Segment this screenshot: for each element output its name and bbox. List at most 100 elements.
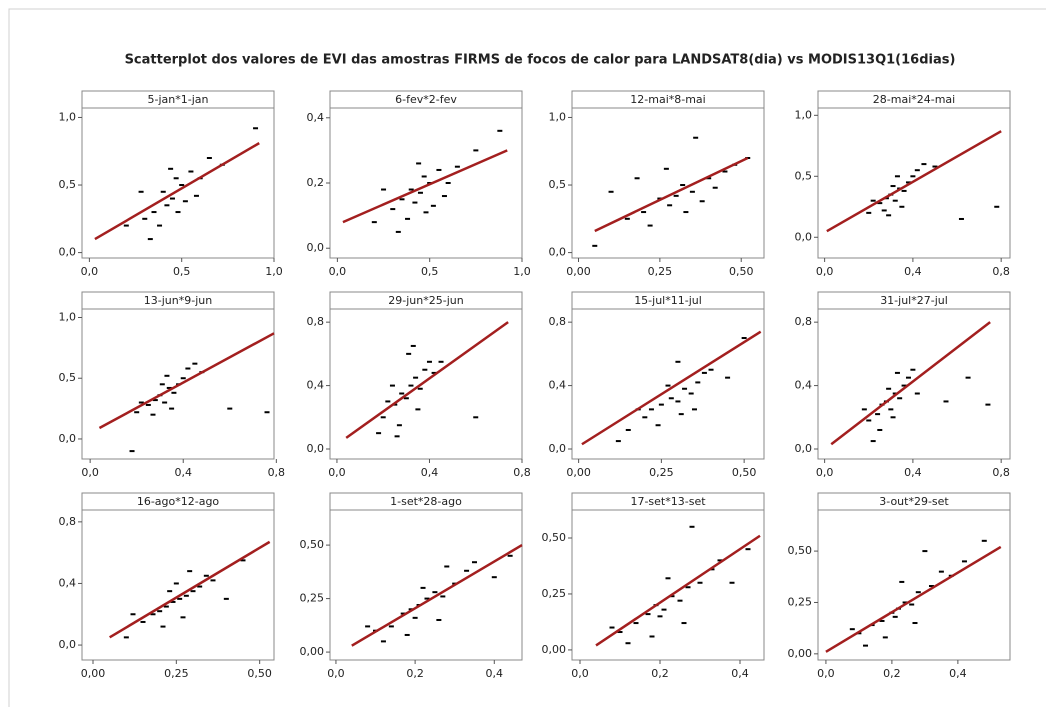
plot-area bbox=[571, 509, 765, 661]
point bbox=[507, 554, 513, 557]
y-tick-label: 0,2 bbox=[307, 176, 325, 189]
y-tick-label: 0,25 bbox=[300, 592, 325, 605]
x-tick-label: 0,2 bbox=[651, 667, 669, 680]
point bbox=[426, 360, 432, 363]
point bbox=[866, 211, 872, 214]
panel-title: 16-ago*12-ago bbox=[137, 495, 220, 508]
plot-area bbox=[817, 308, 1011, 460]
point bbox=[617, 631, 623, 634]
point bbox=[210, 579, 216, 582]
point bbox=[164, 204, 170, 207]
x-tick-label: 0,4 bbox=[174, 466, 192, 479]
point bbox=[658, 403, 664, 406]
point bbox=[166, 386, 172, 389]
y-tick-label: 0,5 bbox=[59, 178, 77, 191]
x-tick-label: 0,25 bbox=[164, 667, 189, 680]
point bbox=[932, 165, 938, 168]
point bbox=[206, 157, 212, 159]
point bbox=[879, 619, 885, 622]
x-tick-label: 0,0 bbox=[571, 667, 589, 680]
point bbox=[897, 397, 903, 400]
y-tick-label: 1,0 bbox=[549, 110, 567, 123]
x-tick-label: 0,25 bbox=[649, 466, 674, 479]
panel-title: 3-out*29-set bbox=[879, 495, 949, 508]
point bbox=[729, 581, 735, 584]
point bbox=[197, 585, 203, 588]
point bbox=[130, 613, 136, 616]
point bbox=[138, 401, 144, 404]
point bbox=[668, 397, 674, 400]
point bbox=[416, 162, 422, 165]
point bbox=[183, 594, 189, 597]
point bbox=[163, 605, 169, 608]
y-tick-label: 0,50 bbox=[788, 544, 813, 557]
x-tick-label: 0,0 bbox=[817, 667, 835, 680]
point bbox=[685, 586, 691, 589]
point bbox=[921, 163, 927, 166]
y-tick-label: 0,5 bbox=[549, 178, 567, 191]
point bbox=[193, 194, 199, 197]
point bbox=[441, 195, 447, 198]
point bbox=[890, 416, 896, 419]
point bbox=[140, 620, 146, 623]
point bbox=[440, 595, 446, 598]
plot-area bbox=[81, 107, 275, 259]
point bbox=[395, 230, 401, 233]
panel-title: 28-mai*24-mai bbox=[873, 93, 955, 106]
y-tick-label: 1,0 bbox=[59, 110, 77, 123]
point bbox=[673, 194, 679, 197]
point bbox=[701, 371, 707, 374]
y-tick-label: 0,0 bbox=[795, 230, 813, 243]
fit-line bbox=[342, 149, 508, 224]
point bbox=[708, 368, 714, 371]
point bbox=[399, 198, 405, 201]
point bbox=[915, 591, 921, 594]
point bbox=[689, 525, 695, 528]
point bbox=[677, 599, 683, 602]
point bbox=[648, 408, 654, 411]
point bbox=[661, 608, 667, 611]
x-tick-label: 0,0 bbox=[327, 667, 345, 680]
x-tick-label: 1,0 bbox=[513, 265, 531, 278]
x-tick-label: 0,4 bbox=[904, 466, 922, 479]
point bbox=[894, 175, 900, 178]
fit-line bbox=[351, 544, 523, 647]
x-tick-label: 0,0 bbox=[81, 466, 99, 479]
point bbox=[151, 211, 157, 214]
point bbox=[882, 636, 888, 639]
point bbox=[185, 367, 191, 370]
point bbox=[943, 400, 949, 403]
point bbox=[634, 177, 640, 180]
x-tick-label: 0,8 bbox=[992, 265, 1010, 278]
x-tick-label: 0,0 bbox=[81, 265, 99, 278]
point bbox=[404, 633, 410, 636]
point bbox=[861, 408, 867, 411]
point bbox=[423, 211, 429, 214]
fit-line bbox=[826, 130, 1002, 233]
point bbox=[914, 169, 920, 172]
plot-area bbox=[571, 308, 765, 460]
y-tick-label: 0,0 bbox=[307, 241, 325, 254]
point bbox=[647, 224, 653, 227]
point bbox=[227, 407, 233, 410]
point bbox=[152, 399, 158, 402]
point bbox=[675, 360, 681, 363]
point bbox=[886, 387, 892, 390]
point bbox=[123, 636, 129, 639]
panel-title: 31-jul*27-jul bbox=[880, 294, 948, 307]
plot-area bbox=[329, 509, 523, 661]
point bbox=[203, 574, 209, 577]
fit-line bbox=[109, 540, 271, 639]
y-tick-label: 0,00 bbox=[542, 643, 567, 656]
point bbox=[642, 416, 648, 419]
point bbox=[741, 337, 747, 340]
point bbox=[444, 565, 450, 568]
point bbox=[497, 129, 503, 132]
point bbox=[890, 185, 896, 188]
point bbox=[928, 585, 934, 588]
point bbox=[706, 177, 712, 180]
y-tick-label: 0,25 bbox=[542, 587, 567, 600]
point bbox=[905, 376, 911, 379]
x-tick-label: 0,4 bbox=[904, 265, 922, 278]
